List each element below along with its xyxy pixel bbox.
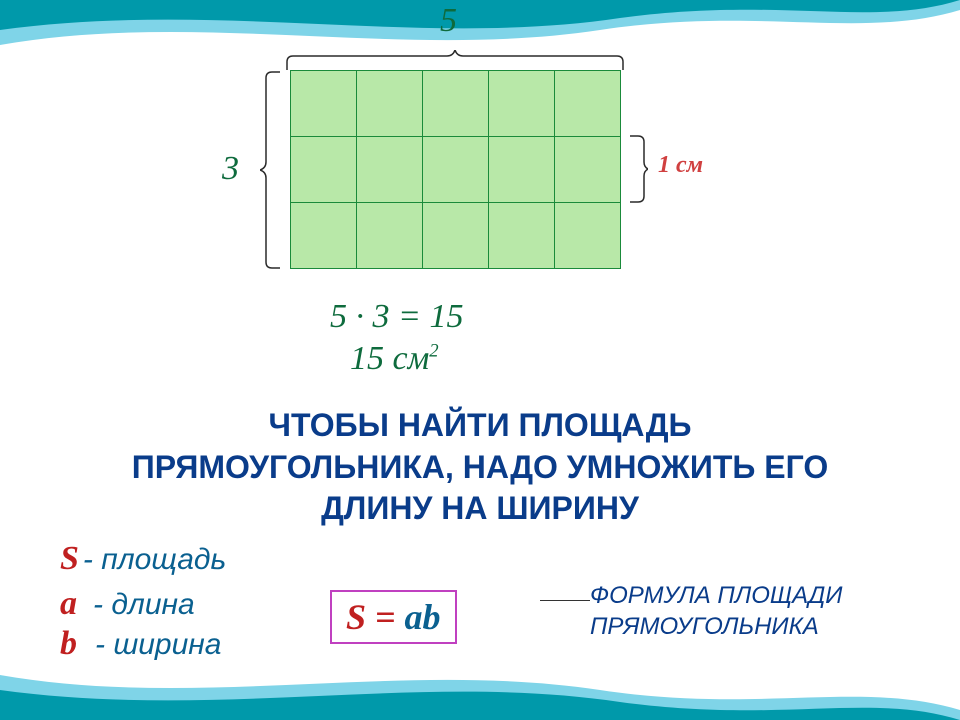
- slide-content: 5 3 1 см 5 · 3 = 15 15 см2 ЧТОБЫ НАЙТИ П…: [0, 0, 960, 8]
- rule-text: ЧТОБЫ НАЙТИ ПЛОЩАДЬ ПРЯМОУГОЛЬНИКА, НАДО…: [0, 405, 960, 530]
- sym-b: b: [60, 625, 77, 663]
- desc-a: - длина: [93, 588, 195, 621]
- sym-s: S: [60, 540, 79, 578]
- bracket-top: [285, 50, 625, 72]
- formula-box: S = ab: [330, 590, 457, 644]
- result-sup: 2: [429, 341, 438, 362]
- unit-label: 1 см: [658, 152, 703, 179]
- grid-cols-label: 5: [440, 2, 457, 40]
- unit-grid: [290, 70, 621, 269]
- bracket-left: [260, 70, 282, 270]
- legend-s: S - площадь: [60, 540, 226, 578]
- formula-rhs: ab: [396, 597, 441, 637]
- desc-b: - ширина: [95, 628, 221, 661]
- formula-lhs: S =: [346, 597, 396, 637]
- formula-label: ФОРМУЛА ПЛОЩАДИ ПРЯМОУГОЛЬНИКА: [590, 580, 842, 642]
- grid-diagram: [290, 70, 621, 269]
- legend-b: b - ширина: [60, 625, 221, 663]
- grid-rows-label: 3: [222, 150, 239, 188]
- legend-a: a - длина: [60, 585, 195, 623]
- rule-line-3: ДЛИНУ НА ШИРИНУ: [0, 488, 960, 530]
- result-value: 15 см: [350, 340, 429, 377]
- formula-dash: [540, 600, 590, 601]
- wave-bottom: [0, 660, 960, 720]
- calc-multiply: 5 · 3 = 15: [330, 298, 463, 336]
- sym-a: a: [60, 585, 77, 623]
- rule-line-2: ПРЯМОУГОЛЬНИКА, НАДО УМНОЖИТЬ ЕГО: [0, 447, 960, 489]
- rule-line-1: ЧТОБЫ НАЙТИ ПЛОЩАДЬ: [0, 405, 960, 447]
- bracket-unit: [630, 134, 648, 204]
- formula-label-2: ПРЯМОУГОЛЬНИКА: [590, 611, 842, 642]
- calc-result: 15 см2: [350, 340, 439, 378]
- formula-label-1: ФОРМУЛА ПЛОЩАДИ: [590, 580, 842, 611]
- desc-s: - площадь: [83, 543, 226, 576]
